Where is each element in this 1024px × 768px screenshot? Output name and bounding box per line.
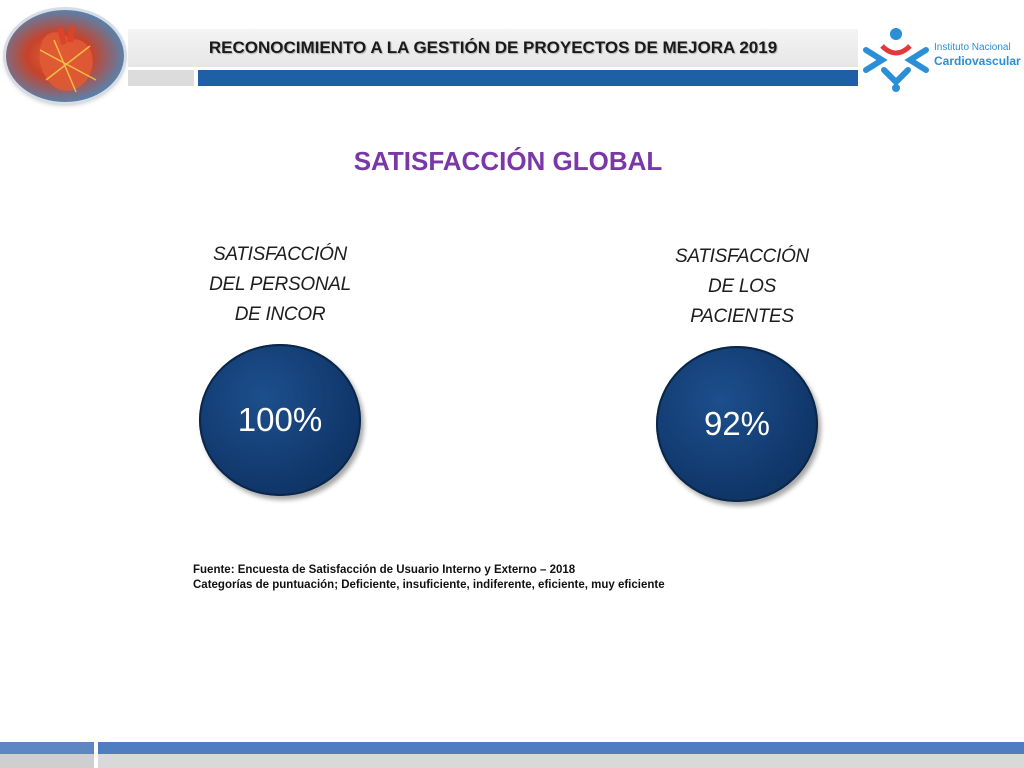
personal-value: 100% (237, 401, 323, 438)
logo-line-2: Cardiovascular (934, 54, 1021, 68)
personal-label-line-3: DE INCOR (234, 304, 326, 325)
source-line-2: Categorías de puntuación; Deficiente, in… (193, 579, 665, 591)
pacientes-label-line-1: SATISFACCIÓN (675, 246, 809, 267)
personal-label-line-2: DEL PERSONAL (209, 274, 351, 295)
header-rule-blue (198, 70, 858, 86)
personal-value-bubble: 100% (199, 344, 361, 496)
pacientes-value: 92% (703, 405, 771, 442)
pacientes-label-line-3: PACIENTES (690, 306, 794, 327)
incor-logo: Instituto Nacional Cardiovascular (860, 26, 1021, 92)
personal-label: SATISFACCIÓN DEL PERSONAL DE INCOR (190, 240, 370, 330)
heart-illustration-icon (6, 10, 124, 102)
footer-gap (94, 742, 98, 768)
main-title: SATISFACCIÓN GLOBAL (353, 146, 663, 176)
header-title: RECONOCIMIENTO A LA GESTIÓN DE PROYECTOS… (208, 38, 778, 57)
source-line-1: Fuente: Encuesta de Satisfacción de Usua… (193, 564, 576, 576)
header-rule-gray (128, 70, 194, 86)
footer-block-left-light (0, 754, 94, 768)
pacientes-value-bubble: 92% (656, 346, 818, 502)
footer-bar-blue (98, 742, 1024, 754)
header-bar: RECONOCIMIENTO A LA GESTIÓN DE PROYECTOS… (128, 29, 858, 67)
pacientes-label: SATISFACCIÓN DE LOS PACIENTES (652, 242, 832, 332)
pacientes-label-line-2: DE LOS (708, 276, 776, 297)
incor-logo-icon (863, 28, 929, 92)
footer-bar-light (98, 754, 1024, 768)
logo-line-1: Instituto Nacional (934, 42, 1011, 53)
personal-label-line-1: SATISFACCIÓN (213, 244, 347, 265)
source-note: Fuente: Encuesta de Satisfacción de Usua… (193, 563, 665, 593)
